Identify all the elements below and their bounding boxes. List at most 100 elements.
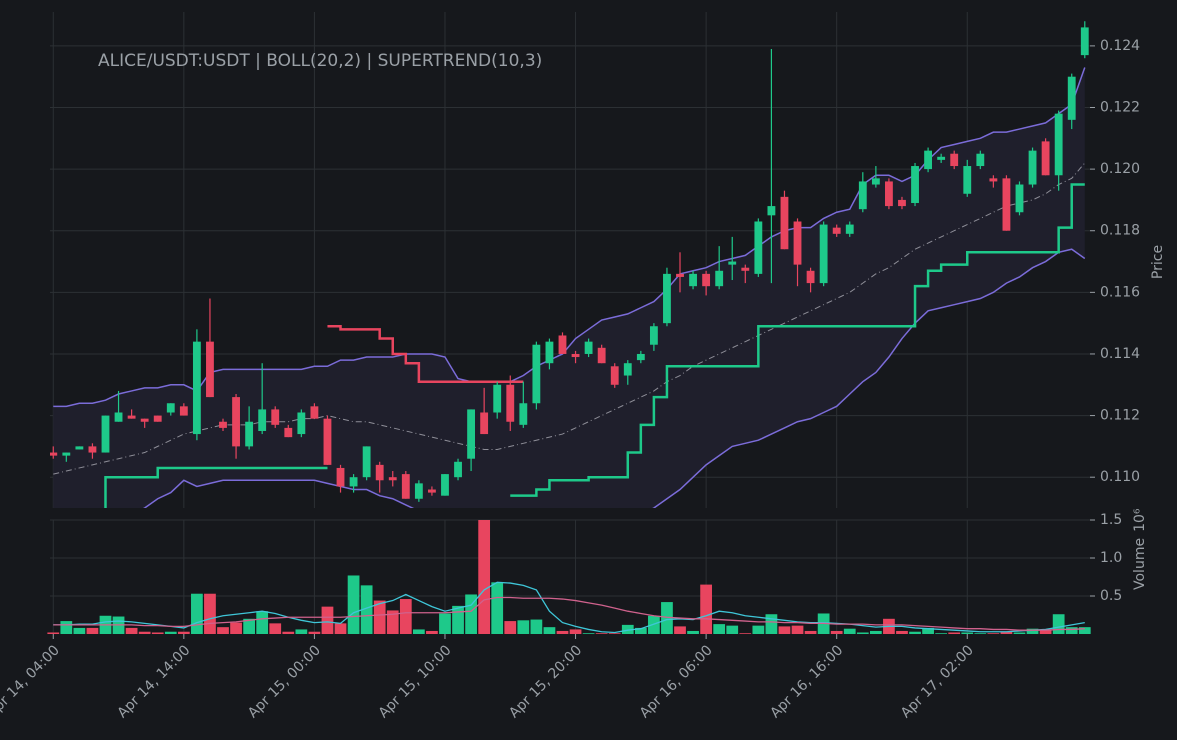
volume-bar xyxy=(987,633,1000,634)
candle-body xyxy=(924,150,933,170)
candle-body xyxy=(806,270,815,284)
candle-body xyxy=(75,446,84,450)
volume-label: Volume xyxy=(1132,538,1148,590)
candle-body xyxy=(414,483,423,499)
volume-bar xyxy=(543,627,556,634)
volume-bar xyxy=(308,631,321,634)
volume-bar xyxy=(922,627,934,634)
candle-body xyxy=(349,477,358,487)
candle-body xyxy=(454,461,462,478)
candle-body xyxy=(388,477,397,481)
candle-body xyxy=(140,418,149,422)
volume-bar xyxy=(856,632,869,634)
volume-bar xyxy=(1078,627,1091,634)
candle-body xyxy=(871,178,880,185)
volume-bar xyxy=(843,628,856,634)
volume-bar xyxy=(1065,627,1078,634)
candle-body xyxy=(754,221,763,274)
volume-bar xyxy=(360,585,373,634)
volume-bar xyxy=(974,633,987,634)
volume-bar xyxy=(243,618,255,634)
candle-body xyxy=(50,452,58,456)
candle-body xyxy=(1054,113,1063,176)
candle-body xyxy=(885,181,893,207)
candle-body xyxy=(179,406,188,416)
candle-body xyxy=(467,409,476,459)
candle-body xyxy=(780,196,789,250)
volume-bar xyxy=(465,594,477,634)
volume-bar xyxy=(191,593,203,634)
volume-bar xyxy=(1052,614,1065,634)
candle-body xyxy=(1028,150,1037,185)
volume-bar xyxy=(1000,631,1013,634)
candle-body xyxy=(375,464,384,481)
candle-body xyxy=(271,409,280,425)
candle-body xyxy=(284,427,293,438)
volume-bar xyxy=(752,625,765,634)
volume-bar xyxy=(830,630,843,634)
volume-bar xyxy=(373,600,386,634)
volume-bar xyxy=(661,602,673,634)
volume-bar xyxy=(595,633,608,634)
candle-body xyxy=(88,446,97,453)
candle-body xyxy=(441,474,449,496)
candle-body xyxy=(715,270,724,287)
candle-body xyxy=(584,341,593,354)
volume-bar xyxy=(125,627,138,634)
candle-body xyxy=(989,178,998,182)
volume-bar xyxy=(648,615,660,634)
volume-bar xyxy=(269,623,282,634)
candle-body xyxy=(101,415,110,453)
candle-body xyxy=(676,273,684,277)
candle-body xyxy=(911,166,919,204)
volume-tick-label: 1.5 xyxy=(1100,512,1122,528)
candle-body xyxy=(636,353,645,361)
candle-body xyxy=(192,341,201,435)
candle-body xyxy=(819,224,828,284)
volume-bar xyxy=(399,599,412,634)
candle-body xyxy=(741,267,750,271)
volume-bar xyxy=(177,631,190,634)
y-tick-label: 0.124 xyxy=(1100,38,1140,54)
candle-body xyxy=(793,221,802,265)
volume-bar xyxy=(608,633,621,634)
volume-bar xyxy=(739,633,752,634)
price-panel xyxy=(50,21,1089,508)
volume-tick-label: 1.0 xyxy=(1100,550,1122,566)
candle-body xyxy=(519,403,528,425)
volume-bar xyxy=(582,633,595,634)
candle-body xyxy=(258,409,267,431)
volume-bar xyxy=(256,611,269,634)
candle-body xyxy=(558,335,567,354)
candle-body xyxy=(153,415,162,422)
volume-bar xyxy=(530,619,543,634)
y-tick-label: 0.110 xyxy=(1100,469,1140,485)
volume-unit: 10⁶ xyxy=(1132,508,1148,532)
volume-bar xyxy=(896,630,908,634)
volume-bar xyxy=(230,622,242,634)
volume-bar xyxy=(556,630,569,634)
volume-bar xyxy=(386,610,399,634)
candle-body xyxy=(1080,27,1089,56)
volume-bar xyxy=(634,627,647,634)
candle-body xyxy=(62,452,71,456)
y-tick-label: 0.118 xyxy=(1100,223,1140,239)
volume-bar xyxy=(151,632,164,634)
candle-body xyxy=(1041,141,1050,176)
volume-bar xyxy=(138,631,151,634)
candle-body xyxy=(950,153,959,167)
candle-body xyxy=(963,166,972,194)
volume-tick-label: 0.5 xyxy=(1100,588,1122,604)
candle-body xyxy=(858,181,867,210)
candle-body xyxy=(362,446,371,478)
candle-body xyxy=(1002,178,1011,231)
candle-body xyxy=(702,273,711,287)
candle-body xyxy=(532,344,541,404)
supertrend-up xyxy=(104,183,1085,508)
candle-body xyxy=(649,326,658,345)
candle-body xyxy=(166,403,175,413)
volume-bar xyxy=(47,632,60,634)
volume-bar xyxy=(491,582,504,634)
volume-bar xyxy=(217,627,229,634)
